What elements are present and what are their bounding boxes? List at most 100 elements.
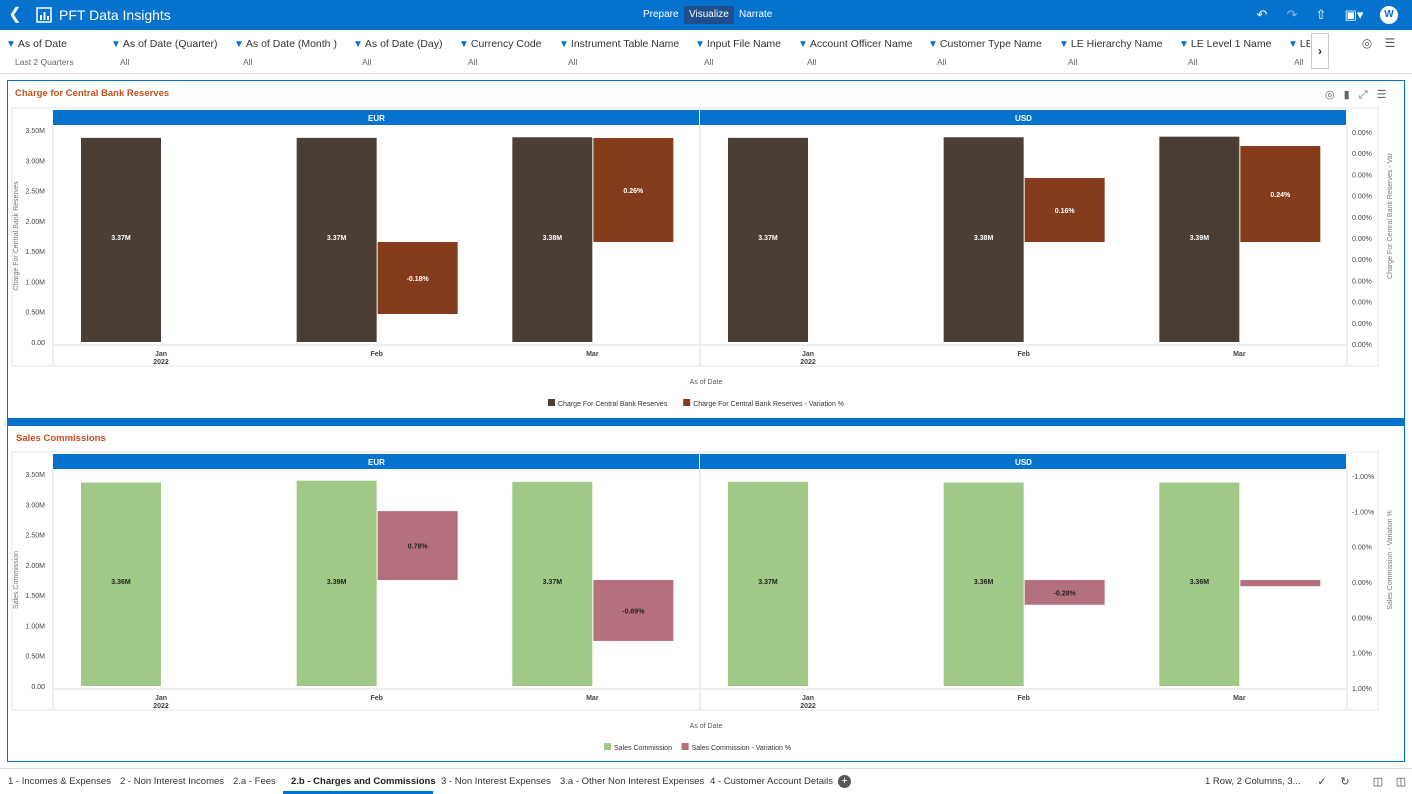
filter-value: All bbox=[1294, 57, 1304, 67]
variation-bar-usd-mar bbox=[1240, 580, 1321, 587]
filter-as-of-date-day[interactable]: ▼ As of Date (Day) All bbox=[353, 37, 443, 71]
tab-fees[interactable]: 2.a - Fees bbox=[233, 776, 276, 787]
y-tick-label: 3.00M bbox=[26, 158, 46, 165]
legend-label: Sales Commission bbox=[614, 745, 672, 752]
y2-tick-label: 0.00% bbox=[1352, 130, 1372, 137]
x-tick-label: Mar bbox=[586, 695, 599, 702]
auto-apply-icon[interactable]: ◎ bbox=[1361, 36, 1373, 50]
filter-as-of-date-quarter[interactable]: ▼ As of Date (Quarter) All bbox=[111, 37, 217, 71]
filter-as-of-date-month[interactable]: ▼ As of Date (Month ) All bbox=[234, 37, 337, 71]
bar-data-label: 3.39M bbox=[327, 579, 347, 586]
mode-prepare[interactable]: Prepare bbox=[643, 9, 679, 20]
brush-icon[interactable]: ✓ bbox=[1317, 776, 1327, 788]
y2-axis-title: Sales Commission - Variation % bbox=[1387, 510, 1394, 609]
filter-input-file-name[interactable]: ▼ Input File Name All bbox=[695, 37, 781, 71]
y-tick-label: 0.00 bbox=[31, 340, 45, 347]
x-tick-label: Jan bbox=[155, 351, 167, 358]
filter-scroll-right-button[interactable]: › bbox=[1311, 33, 1329, 69]
panel-right-icon[interactable]: ◫ bbox=[1395, 776, 1407, 788]
y2-tick-label: 0.00% bbox=[1352, 321, 1372, 328]
filter-le[interactable]: ▼ LE All bbox=[1288, 37, 1310, 71]
bar-usd-feb bbox=[943, 137, 1024, 342]
variation-bar-eur-mar bbox=[593, 138, 674, 242]
x-year-label: 2022 bbox=[153, 359, 169, 366]
bar-eur-feb bbox=[296, 137, 377, 342]
tab-other-non-interest-expenses[interactable]: 3.a - Other Non Interest Expenses bbox=[560, 776, 705, 787]
refresh-icon[interactable]: ↻ bbox=[1340, 776, 1350, 788]
filter-as-of-date[interactable]: ▼ As of Date Last 2 Quarters bbox=[6, 37, 74, 71]
panel-header-label: EUR bbox=[368, 114, 385, 123]
filter-value: All bbox=[243, 57, 253, 67]
user-avatar[interactable]: W bbox=[1380, 6, 1398, 24]
filter-account-officer-name[interactable]: ▼ Account Officer Name All bbox=[798, 37, 912, 71]
variation-data-label: -0.28% bbox=[1054, 590, 1077, 597]
pin-icon: ▼ bbox=[798, 39, 808, 50]
variation-bar-usd-feb bbox=[1024, 580, 1105, 605]
bar-eur-feb bbox=[296, 480, 377, 686]
tab-non-interest-incomes[interactable]: 2 - Non Interest Incomes bbox=[120, 776, 225, 787]
filter-instrument-table-name[interactable]: ▼ Instrument Table Name All bbox=[559, 37, 679, 71]
mode-narrate[interactable]: Narrate bbox=[739, 9, 773, 20]
variation-data-label: 0.24% bbox=[1270, 192, 1291, 199]
filter-currency-code[interactable]: ▼ Currency Code All bbox=[459, 37, 542, 71]
filter-value: All bbox=[1068, 57, 1078, 67]
filter-name: As of Date (Quarter) bbox=[122, 38, 218, 50]
resize-handle[interactable]: ⋮ bbox=[1, 418, 9, 427]
y2-tick-label: 0.00% bbox=[1352, 342, 1372, 349]
bar-chart-icon[interactable]: ▮ bbox=[1343, 89, 1350, 101]
tab-customer-account-details[interactable]: 4 - Customer Account Details bbox=[710, 776, 834, 787]
y2-tick-label: 0.00% bbox=[1352, 236, 1372, 243]
tab-charges-and-commissions[interactable]: 2.b - Charges and Commissions bbox=[291, 776, 436, 787]
filter-le-level-1-name[interactable]: ▼ LE Level 1 Name All bbox=[1179, 37, 1271, 71]
y2-tick-label: 1.00% bbox=[1352, 686, 1372, 693]
filter-le-hierarchy-name[interactable]: ▼ LE Hierarchy Name All bbox=[1059, 37, 1163, 71]
add-tab-icon[interactable]: + bbox=[838, 775, 851, 788]
pin-icon: ▼ bbox=[1288, 39, 1298, 50]
menu-icon[interactable]: ☰ bbox=[1376, 89, 1387, 101]
filter-name: Input File Name bbox=[706, 38, 782, 50]
panel-header-label: USD bbox=[1015, 114, 1032, 123]
x-tick-label: Feb bbox=[1017, 351, 1029, 358]
x-year-label: 2022 bbox=[800, 703, 816, 710]
y-axis-title: Charge For Central Bank Reserves bbox=[13, 181, 20, 291]
export-icon[interactable]: ⇧ bbox=[1315, 7, 1327, 22]
panel-header bbox=[700, 110, 1346, 125]
tab-incomes-expenses[interactable]: 1 - Incomes & Expenses bbox=[8, 776, 111, 787]
filter-name: As of Date (Month ) bbox=[245, 38, 337, 50]
redo-icon[interactable]: ↷ bbox=[1286, 7, 1298, 22]
active-tab-indicator bbox=[283, 791, 433, 794]
filter-name: LE Hierarchy Name bbox=[1070, 38, 1163, 50]
y2-tick-label: 0.00% bbox=[1352, 151, 1372, 158]
chart-frame bbox=[11, 107, 1379, 367]
mode-visualize[interactable]: Visualize bbox=[684, 6, 734, 24]
filter-value: All bbox=[568, 57, 578, 67]
bar-eur-jan bbox=[81, 137, 161, 342]
bar-data-label: 3.37M bbox=[327, 235, 347, 242]
panel-left-icon[interactable]: ◫ bbox=[1372, 776, 1384, 788]
back-icon[interactable]: ❮ bbox=[8, 6, 22, 23]
y2-tick-label: 0.00% bbox=[1352, 194, 1372, 201]
variation-data-label: 0.78% bbox=[408, 544, 429, 551]
bar-usd-mar bbox=[1159, 136, 1240, 342]
variation-bar-eur-mar bbox=[593, 580, 674, 641]
variation-bar-eur-feb bbox=[377, 511, 458, 580]
pin-icon: ▼ bbox=[459, 39, 469, 50]
legend-swatch bbox=[604, 743, 611, 750]
y2-tick-label: 0.00% bbox=[1352, 278, 1372, 285]
target-icon[interactable]: ◎ bbox=[1325, 89, 1335, 101]
filter-value: Last 2 Quarters bbox=[15, 57, 74, 67]
legend-swatch bbox=[681, 743, 689, 750]
y2-tick-label: -1.00% bbox=[1352, 474, 1374, 481]
filter-value: All bbox=[704, 57, 714, 67]
variation-data-label: -0.18% bbox=[407, 276, 430, 283]
pin-icon: ▼ bbox=[1179, 39, 1189, 50]
maximize-icon[interactable]: ⤢ bbox=[1358, 89, 1368, 101]
filter-menu-icon[interactable]: ☰ bbox=[1384, 36, 1396, 50]
y-tick-label: 3.50M bbox=[26, 472, 46, 479]
undo-icon[interactable]: ↶ bbox=[1256, 7, 1268, 22]
layout-info[interactable]: 1 Row, 2 Columns, 3... bbox=[1205, 776, 1301, 787]
tab-non-interest-expenses[interactable]: 3 - Non Interest Expenses bbox=[441, 776, 551, 787]
y-tick-label: 2.00M bbox=[26, 563, 46, 570]
filter-customer-type-name[interactable]: ▼ Customer Type Name All bbox=[928, 37, 1042, 71]
save-icon[interactable]: ▣▾ bbox=[1344, 7, 1364, 22]
